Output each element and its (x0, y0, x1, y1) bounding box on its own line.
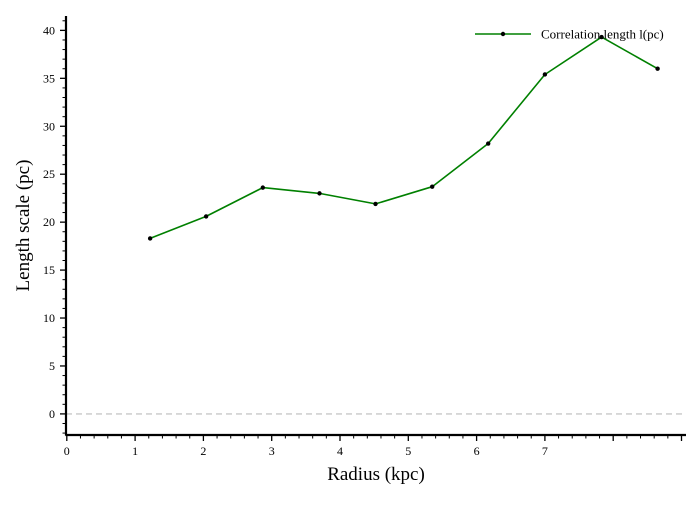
y-axis-label: Length scale (pc) (13, 160, 34, 292)
legend-marker (500, 31, 506, 37)
data-point (655, 66, 660, 71)
y-tick-label: 30 (43, 119, 55, 133)
y-tick-label: 0 (49, 407, 55, 421)
data-point (542, 72, 548, 77)
y-tick-label: 15 (43, 263, 55, 277)
data-point (599, 34, 604, 40)
x-tick-label: 7 (542, 444, 548, 458)
x-tick-label: 0 (64, 444, 70, 458)
x-axis-label: Radius (kpc) (327, 464, 425, 485)
axes-layer: 0 5 10 15 20 25 30 35 40 0 1 2 3 4 5 6 7 (43, 16, 686, 458)
x-tick-label: 4 (337, 444, 343, 458)
y-tick-label: 10 (43, 311, 55, 325)
series-layer (147, 34, 660, 241)
x-tick-label: 1 (132, 444, 138, 458)
x-tick-label: 3 (269, 444, 275, 458)
x-tick-label: 5 (405, 444, 411, 458)
y-tick-label: 5 (49, 359, 55, 373)
y-tick-label: 20 (43, 215, 55, 229)
data-point (430, 184, 435, 189)
legend-label: Correlation length l(pc) (541, 27, 664, 42)
data-point (147, 236, 153, 241)
data-point (486, 141, 491, 146)
x-tick-label: 6 (474, 444, 480, 458)
y-tick-label: 40 (43, 23, 55, 37)
data-point (317, 191, 322, 196)
data-point (203, 214, 209, 219)
legend: Correlation length l(pc) (475, 27, 664, 42)
data-point (373, 201, 378, 207)
y-tick-label: 25 (43, 167, 55, 181)
data-point (260, 185, 266, 190)
x-tick-label: 2 (200, 444, 206, 458)
series-line (149, 36, 658, 240)
y-tick-label: 35 (43, 71, 55, 85)
